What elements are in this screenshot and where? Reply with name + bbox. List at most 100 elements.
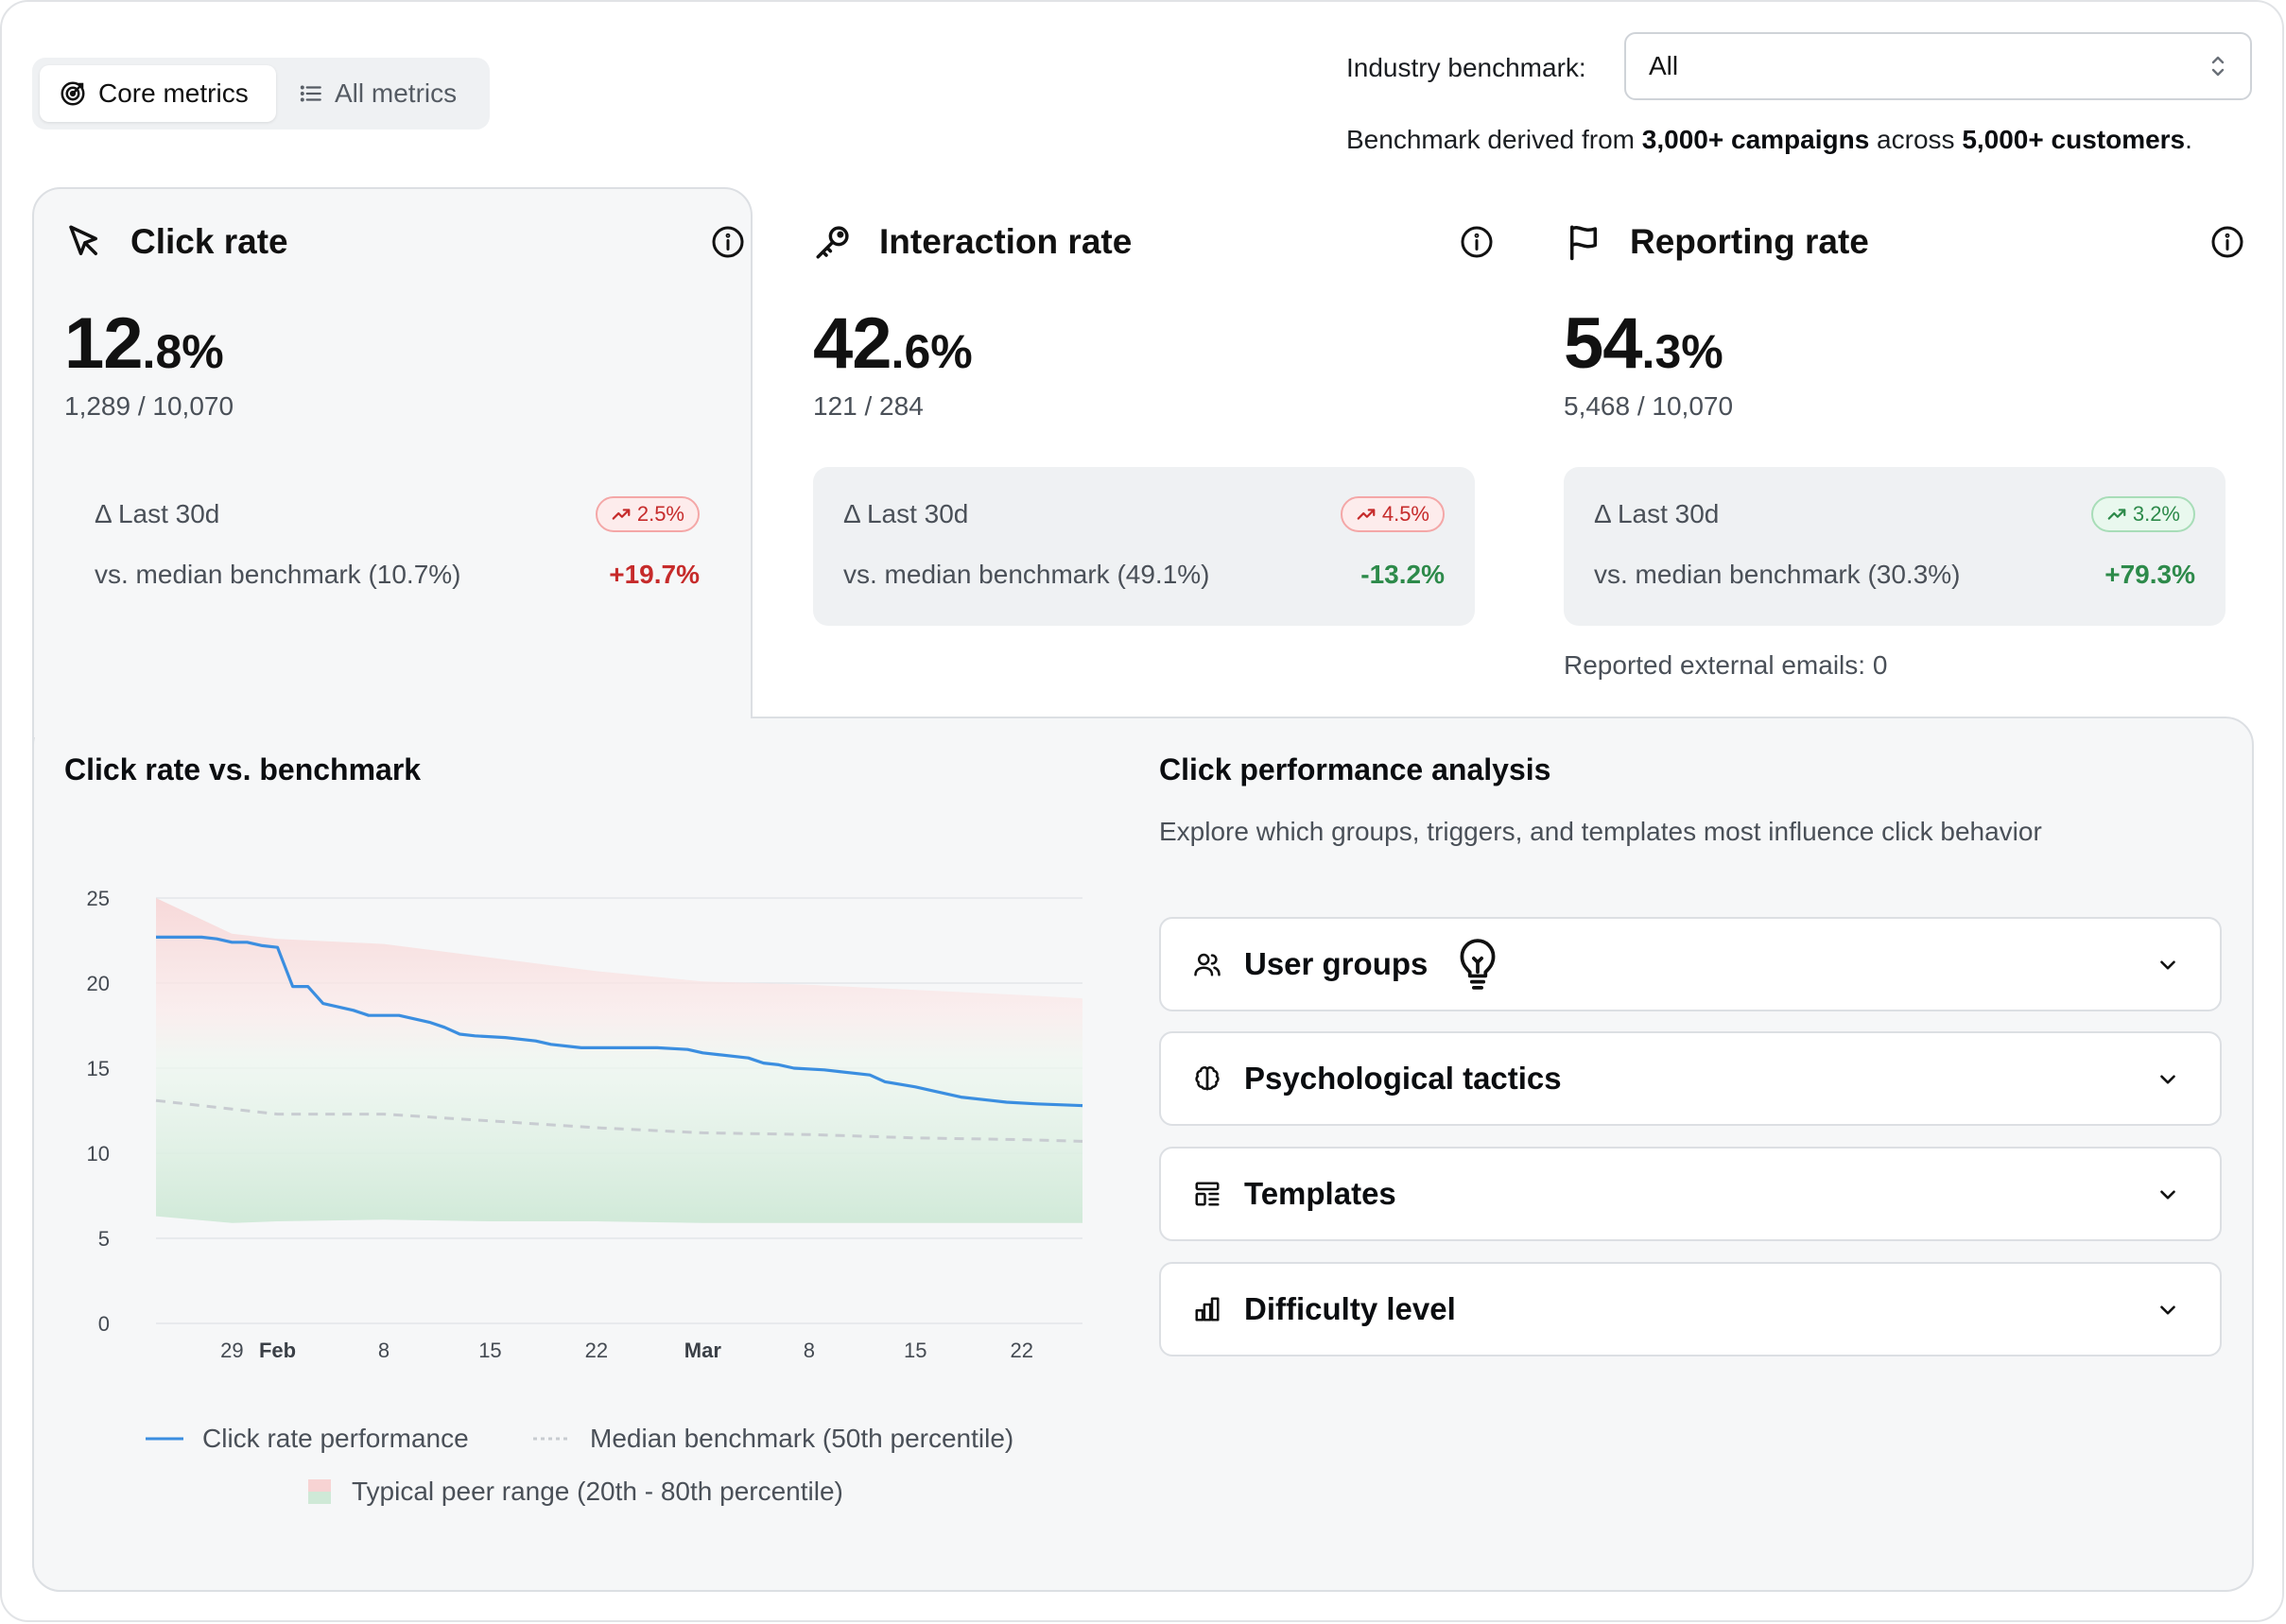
click-rate-chart: 0 5 10 15 20 25 29 Feb 8 15 22 Mar 8 15 22	[87, 887, 1083, 1362]
x-tick-label: Feb	[259, 1339, 296, 1362]
all-metrics-label: All metrics	[335, 78, 458, 108]
brain-icon	[1195, 1066, 1220, 1091]
vs-benchmark-value: -13.2%	[1360, 560, 1445, 589]
last-30d-label: Δ Last 30d	[1594, 499, 1720, 528]
benchmark-note: Benchmark derived from 3,000+ campaigns …	[1346, 121, 2254, 159]
accordion-templates[interactable]: Templates	[1159, 1147, 2222, 1241]
accordion-psychological-tactics[interactable]: Psychological tactics	[1159, 1031, 2222, 1126]
vs-benchmark-label: vs. median benchmark (49.1%)	[843, 560, 1210, 589]
last-30d-badge-value: 4.5%	[1381, 502, 1429, 526]
metric-title: Reporting rate	[1630, 222, 1869, 261]
metric-delta-box: Δ Last 30d 2.5% vs. median benchmark (10…	[64, 467, 730, 626]
metric-click-rate: Click rate 12.8% 1,289 / 10,070 Δ Last 3…	[64, 217, 745, 589]
y-tick-label: 10	[87, 1142, 110, 1166]
info-icon[interactable]	[1460, 225, 1494, 259]
accordion-label: Psychological tactics	[1244, 1061, 1562, 1096]
users-icon	[1194, 953, 1221, 976]
x-tick-label: Mar	[684, 1339, 722, 1362]
vs-benchmark-label: vs. median benchmark (30.3%)	[1594, 560, 1961, 589]
peer-range-band	[156, 898, 1082, 1223]
industry-benchmark-value: All	[1649, 51, 1679, 80]
x-tick-label: 15	[904, 1339, 927, 1362]
y-tick-label: 20	[87, 972, 110, 995]
flag-icon	[1570, 225, 1597, 261]
chevron-down-icon	[2160, 1305, 2175, 1315]
info-icon[interactable]	[2210, 225, 2244, 259]
metric-ratio: 1,289 / 10,070	[64, 391, 234, 421]
trend-up-icon	[1357, 509, 1376, 520]
trend-up-icon	[612, 509, 631, 520]
metric-title: Interaction rate	[879, 222, 1133, 261]
target-icon	[61, 81, 85, 106]
list-icon	[300, 85, 321, 102]
info-icon[interactable]	[711, 225, 745, 259]
analysis-title: Click performance analysis	[1159, 752, 1551, 786]
last-30d-badge-value: 2.5%	[636, 502, 684, 526]
legend-band-swatch	[308, 1479, 331, 1504]
last-30d-badge-value: 3.2%	[2132, 502, 2180, 526]
metric-value-dec: .8%	[142, 325, 224, 378]
metric-ratio: 121 / 284	[813, 391, 924, 421]
core-metrics-label: Core metrics	[98, 78, 249, 108]
legend-range: Typical peer range (20th - 80th percenti…	[308, 1477, 843, 1507]
x-tick-label: 8	[804, 1339, 815, 1362]
accordion-user-groups[interactable]: User groups	[1159, 917, 2222, 1011]
y-tick-label: 5	[98, 1227, 110, 1251]
y-tick-label: 15	[87, 1057, 110, 1080]
legend-dashed-swatch	[533, 1437, 571, 1441]
key-icon	[816, 226, 849, 259]
note-prefix: Benchmark derived from	[1346, 125, 1642, 154]
metric-interaction-rate: Interaction rate 42.6% 121 / 284 Δ Last …	[813, 217, 1494, 626]
chevron-down-icon	[2160, 1190, 2175, 1200]
last-30d-badge: 2.5%	[595, 496, 700, 532]
metric-title: Click rate	[130, 222, 288, 261]
legend-median-label: Median benchmark (50th percentile)	[590, 1424, 1014, 1453]
accordion-label: User groups	[1244, 946, 1429, 981]
x-tick-label: 29	[220, 1339, 243, 1362]
click-rate-line	[156, 935, 1083, 1108]
metric-value-int: 54	[1564, 303, 1643, 384]
metric-reporting-rate: Reporting rate 54.3% 5,468 / 10,070 Δ La…	[1564, 217, 2244, 680]
metric-value-int: 42	[813, 303, 892, 384]
select-arrows-icon	[2211, 56, 2225, 77]
vs-benchmark-value: +19.7%	[609, 560, 700, 589]
all-metrics-tab[interactable]: All metrics	[280, 65, 476, 122]
metric-value-dec: .6%	[891, 325, 973, 378]
metric-value: 12.8%	[64, 302, 745, 384]
metric-delta-box: Δ Last 30d 3.2% vs. median benchmark (30…	[1564, 467, 2225, 626]
legend-range-label: Typical peer range (20th - 80th percenti…	[352, 1477, 843, 1506]
note-customers: 5,000+ customers	[1962, 125, 2186, 154]
metrics-view-toggle: Core metrics All metrics	[32, 58, 490, 130]
metric-value-dec: .3%	[1641, 325, 1723, 378]
note-suffix: .	[2185, 125, 2192, 154]
metric-ratio: 5,468 / 10,070	[1564, 391, 1734, 421]
metric-value-int: 12	[64, 303, 144, 384]
legend-performance-label: Click rate performance	[202, 1424, 469, 1453]
industry-benchmark-label: Industry benchmark:	[1346, 53, 1586, 82]
analysis-subtitle: Explore which groups, triggers, and temp…	[1159, 817, 2042, 846]
median-benchmark-line	[155, 1098, 1083, 1143]
bar-chart-icon	[1195, 1297, 1220, 1322]
note-campaigns: 3,000+ campaigns	[1641, 125, 1870, 154]
core-metrics-tab[interactable]: Core metrics	[40, 65, 276, 122]
x-tick-label: 22	[1010, 1339, 1032, 1362]
last-30d-label: Δ Last 30d	[843, 499, 969, 528]
x-axis-ticks: 29 Feb 8 15 22 Mar 8 15 22	[220, 1339, 1033, 1362]
legend-line-swatch	[146, 1437, 183, 1441]
lightbulb-icon	[1460, 939, 1496, 990]
x-tick-label: 15	[478, 1339, 501, 1362]
chevron-down-icon	[2160, 960, 2175, 970]
reported-external-emails: Reported external emails: 0	[1564, 650, 1888, 680]
chevron-down-icon	[2160, 1075, 2175, 1084]
y-tick-label: 0	[98, 1312, 110, 1336]
industry-benchmark-select[interactable]: All	[1624, 32, 2252, 100]
metric-delta-box: Δ Last 30d 4.5% vs. median benchmark (49…	[813, 467, 1475, 626]
vs-benchmark-value: +79.3%	[2104, 560, 2195, 589]
y-axis-ticks: 0 5 10 15 20 25	[87, 887, 110, 1336]
card-seam	[34, 700, 751, 737]
last-30d-badge: 3.2%	[2090, 496, 2195, 532]
last-30d-badge: 4.5%	[1340, 496, 1445, 532]
accordion-difficulty-level[interactable]: Difficulty level	[1159, 1262, 2222, 1356]
y-tick-label: 25	[87, 887, 110, 910]
vs-benchmark-label: vs. median benchmark (10.7%)	[95, 560, 461, 589]
